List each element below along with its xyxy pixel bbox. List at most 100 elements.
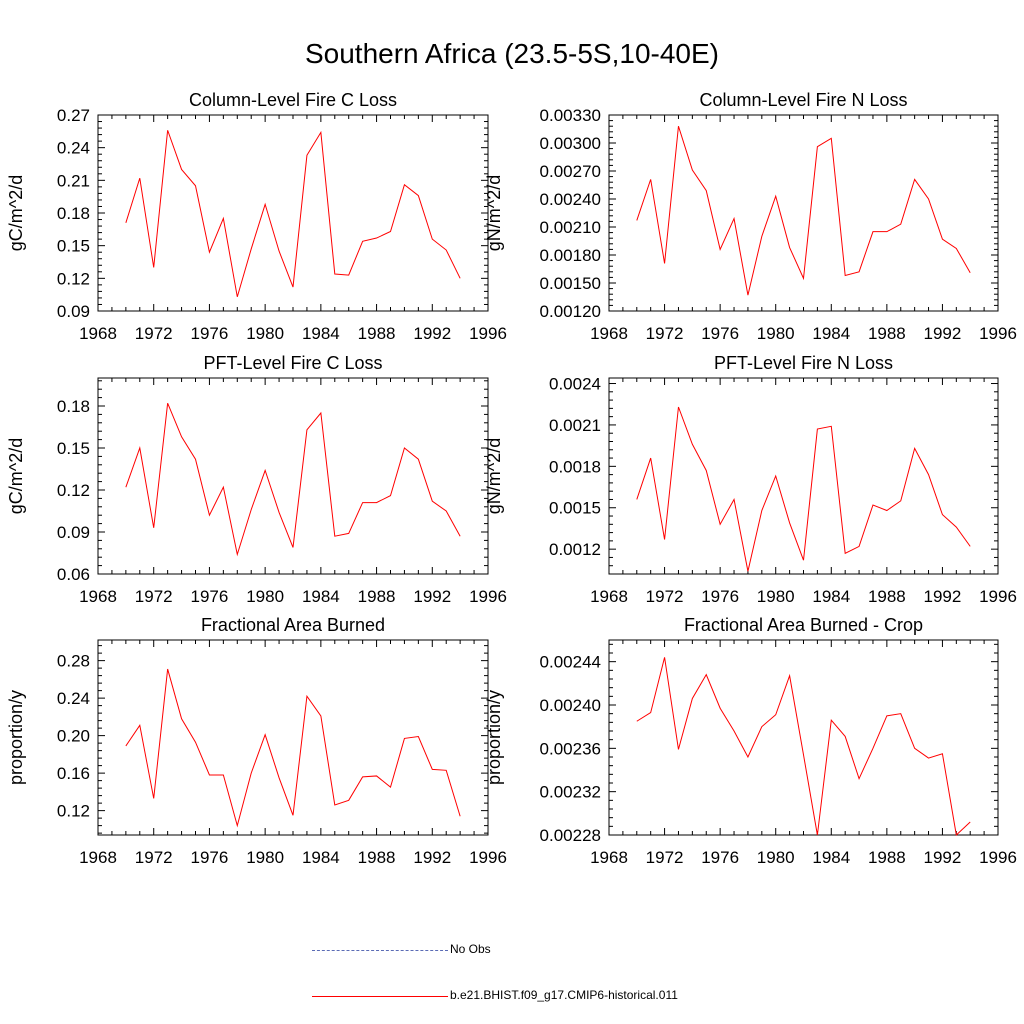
x-tick-label: 1984 [302, 587, 340, 606]
y-tick-label: 0.18 [57, 397, 90, 416]
series-line [636, 406, 971, 572]
y-tick-label: 0.00236 [540, 739, 601, 758]
x-tick-label: 1976 [701, 324, 739, 343]
x-tick-label: 1996 [469, 587, 507, 606]
x-tick-label: 1980 [246, 848, 284, 867]
y-tick-label: 0.00300 [540, 134, 601, 153]
x-tick-label: 1972 [646, 587, 684, 606]
y-axis-label: proportion/y [484, 690, 504, 785]
y-tick-label: 0.0015 [549, 499, 601, 518]
x-tick-label: 1980 [246, 587, 284, 606]
y-tick-label: 0.0021 [549, 416, 601, 435]
x-tick-label: 1992 [413, 587, 451, 606]
x-tick-label: 1996 [979, 848, 1017, 867]
y-tick-label: 0.00180 [540, 246, 601, 265]
series-line [125, 130, 461, 297]
x-tick-label: 1984 [302, 848, 340, 867]
x-tick-label: 1972 [135, 587, 173, 606]
x-tick-label: 1976 [191, 324, 229, 343]
panel-title: PFT-Level Fire C Loss [203, 353, 382, 373]
y-tick-label: 0.00330 [540, 106, 601, 125]
x-tick-label: 1988 [358, 324, 396, 343]
y-tick-label: 0.00270 [540, 162, 601, 181]
x-tick-label: 1968 [79, 587, 117, 606]
y-tick-label: 0.15 [57, 439, 90, 458]
y-tick-label: 0.20 [57, 727, 90, 746]
y-tick-label: 0.0012 [549, 540, 601, 559]
panel-title: PFT-Level Fire N Loss [714, 353, 893, 373]
x-tick-label: 1972 [646, 324, 684, 343]
y-tick-label: 0.00240 [540, 190, 601, 209]
y-tick-label: 0.00232 [540, 783, 601, 802]
panel-title: Column-Level Fire C Loss [189, 90, 397, 110]
x-tick-label: 1992 [924, 324, 962, 343]
y-tick-label: 0.00120 [540, 302, 601, 321]
x-tick-label: 1972 [135, 848, 173, 867]
y-axis-label: gC/m^2/d [6, 438, 26, 514]
y-tick-label: 0.0018 [549, 457, 601, 476]
page-title: Southern Africa (23.5-5S,10-40E) [304, 38, 719, 69]
x-tick-label: 1992 [924, 587, 962, 606]
y-tick-label: 0.06 [57, 565, 90, 584]
x-tick-label: 1980 [757, 587, 795, 606]
x-tick-label: 1984 [302, 324, 340, 343]
y-tick-label: 0.21 [57, 171, 90, 190]
x-tick-label: 1968 [79, 324, 117, 343]
panel-3: 1968 1972 1976 1980 1984 1988 1992 1996 0.06 0.09… [6, 353, 507, 606]
y-tick-label: 0.00244 [540, 653, 601, 672]
panel-4: 1968 1972 1976 1980 1984 1988 1992 1996 0.0012 0.… [484, 353, 1017, 606]
x-tick-label: 1988 [868, 324, 906, 343]
x-tick-label: 1968 [590, 324, 628, 343]
x-tick-label: 1988 [358, 848, 396, 867]
x-tick-label: 1996 [979, 587, 1017, 606]
y-tick-label: 0.12 [57, 802, 90, 821]
plot-frame [608, 114, 999, 312]
y-tick-label: 0.09 [57, 523, 90, 542]
y-tick-label: 0.18 [57, 204, 90, 223]
x-tick-label: 1972 [646, 848, 684, 867]
y-tick-label: 0.00150 [540, 274, 601, 293]
x-tick-label: 1984 [812, 587, 850, 606]
series-line [636, 126, 971, 296]
x-tick-label: 1980 [757, 324, 795, 343]
series-line [636, 657, 971, 836]
series-line [125, 403, 461, 557]
y-tick-label: 0.00240 [540, 696, 601, 715]
y-tick-label: 0.12 [57, 481, 90, 500]
x-tick-label: 1976 [191, 587, 229, 606]
y-tick-label: 0.00228 [540, 826, 601, 845]
plot-frame [608, 639, 999, 836]
x-tick-label: 1980 [246, 324, 284, 343]
y-tick-label: 0.12 [57, 269, 90, 288]
x-tick-label: 1976 [191, 848, 229, 867]
x-tick-label: 1992 [413, 848, 451, 867]
y-tick-label: 0.0024 [549, 375, 601, 394]
x-tick-label: 1988 [868, 848, 906, 867]
x-tick-label: 1984 [812, 848, 850, 867]
y-axis-label: gN/m^2/d [484, 438, 504, 514]
panel-title: Fractional Area Burned [201, 615, 385, 635]
y-tick-label: 0.28 [57, 652, 90, 671]
plot-frame [97, 114, 489, 312]
x-tick-label: 1976 [701, 587, 739, 606]
x-tick-label: 1972 [135, 324, 173, 343]
x-tick-label: 1980 [757, 848, 795, 867]
x-tick-label: 1976 [701, 848, 739, 867]
y-axis-label: proportion/y [6, 690, 26, 785]
x-tick-label: 1996 [979, 324, 1017, 343]
y-tick-label: 0.24 [57, 689, 90, 708]
panel-5: 1968 1972 1976 1980 1984 1988 1992 1996 0.12 0.16… [6, 615, 507, 867]
x-tick-label: 1988 [868, 587, 906, 606]
panel-1: 1968 1972 1976 1980 1984 1988 1992 1996 0.09 0.12… [6, 90, 507, 343]
x-tick-label: 1984 [812, 324, 850, 343]
panel-title: Fractional Area Burned - Crop [684, 615, 923, 635]
panel-2: 1968 1972 1976 1980 1984 1988 1992 1996 0.00120 0… [484, 90, 1017, 343]
x-tick-label: 1992 [413, 324, 451, 343]
series-line [125, 668, 461, 828]
x-tick-label: 1968 [590, 587, 628, 606]
y-tick-label: 0.09 [57, 302, 90, 321]
y-tick-label: 0.15 [57, 237, 90, 256]
y-tick-label: 0.00210 [540, 218, 601, 237]
x-tick-label: 1968 [79, 848, 117, 867]
y-tick-label: 0.27 [57, 106, 90, 125]
